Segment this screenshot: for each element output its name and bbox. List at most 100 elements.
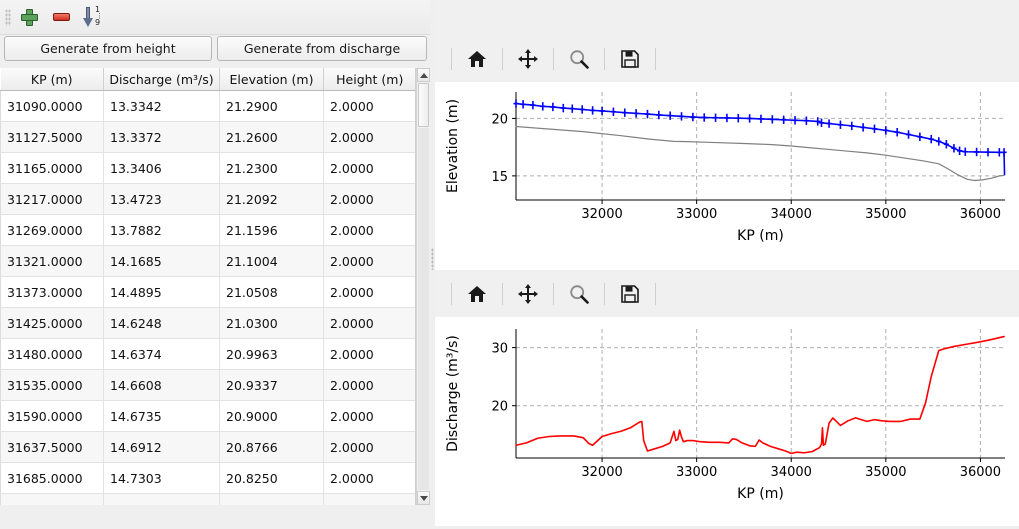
table-cell[interactable]: 2.0000: [323, 493, 415, 505]
table-cell[interactable]: 31425.0000: [0, 307, 104, 339]
table-cell[interactable]: 2.0000: [323, 121, 415, 153]
toolbar-drag-handle[interactable]: [5, 9, 11, 26]
table-cell[interactable]: 13.7882: [103, 214, 220, 246]
table-cell[interactable]: 31127.5000: [0, 121, 104, 153]
table-cell[interactable]: 31637.5000: [0, 431, 104, 463]
generate-from-height-button[interactable]: Generate from height: [4, 36, 212, 61]
table-cell[interactable]: 21.0300: [219, 307, 324, 339]
save-icon[interactable]: [613, 279, 647, 309]
pan-icon[interactable]: [511, 279, 545, 309]
table-cell[interactable]: 2.0000: [323, 307, 415, 339]
table-row[interactable]: 31637.5000 14.6912 20.8766 2.0000: [0, 431, 415, 463]
column-header-height[interactable]: Height (m): [323, 68, 415, 91]
table-cell[interactable]: 31590.0000: [0, 400, 104, 432]
panel-splitter[interactable]: [430, 0, 435, 526]
table-cell[interactable]: 2.0000: [323, 90, 415, 122]
table-row[interactable]: 31373.0000 14.4895 21.0508 2.0000: [0, 276, 415, 308]
table-cell[interactable]: 31373.0000: [0, 276, 104, 308]
table-cell[interactable]: 31090.0000: [0, 90, 104, 122]
table-cell[interactable]: 13.4723: [103, 183, 220, 215]
scroll-up-button[interactable]: [417, 68, 430, 82]
table-cell[interactable]: 2.0000: [323, 462, 415, 494]
table-cell[interactable]: 20.7734: [219, 493, 324, 505]
table-cell[interactable]: 20.9963: [219, 338, 324, 370]
table-row[interactable]: 31685.0000 14.7303 20.8250 2.0000: [0, 462, 415, 494]
table-cell[interactable]: 2.0000: [323, 400, 415, 432]
table-cell[interactable]: 20.9337: [219, 369, 324, 401]
table-cell[interactable]: 14.6374: [103, 338, 220, 370]
table-cell[interactable]: 20.8250: [219, 462, 324, 494]
table-row[interactable]: 31535.0000 14.6608 20.9337 2.0000: [0, 369, 415, 401]
table-row[interactable]: 31425.0000 14.6248 21.0300 2.0000: [0, 307, 415, 339]
table-row[interactable]: 31090.0000 13.3342 21.2900 2.0000: [0, 90, 415, 122]
zoom-icon[interactable]: [562, 44, 596, 74]
table-cell[interactable]: 14.6608: [103, 369, 220, 401]
table-cell[interactable]: 13.3406: [103, 152, 220, 184]
table-cell[interactable]: 2.0000: [323, 183, 415, 215]
table-cell[interactable]: 21.1596: [219, 214, 324, 246]
table-row[interactable]: 31480.0000 14.6374 20.9963 2.0000: [0, 338, 415, 370]
scroll-down-button[interactable]: [417, 491, 430, 505]
table-cell[interactable]: 21.1004: [219, 245, 324, 277]
toolbar-separator: [655, 282, 656, 305]
table-cell[interactable]: 2.0000: [323, 276, 415, 308]
table-cell[interactable]: 21.2300: [219, 152, 324, 184]
table-cell[interactable]: 21.2900: [219, 90, 324, 122]
zoom-icon[interactable]: [562, 279, 596, 309]
pan-icon[interactable]: [511, 44, 545, 74]
toolbar-separator: [553, 47, 554, 70]
scrollbar-thumb[interactable]: [418, 83, 429, 127]
data-table-viewport[interactable]: KP (m) Discharge (m³/s) Elevation (m) He…: [0, 68, 416, 505]
home-icon[interactable]: [460, 279, 494, 309]
table-cell[interactable]: 14.6735: [103, 400, 220, 432]
table-cell[interactable]: 2.0000: [323, 214, 415, 246]
scrollbar-track[interactable]: [418, 128, 429, 490]
table-cell[interactable]: 2.0000: [323, 338, 415, 370]
discharge-chart-canvas[interactable]: 32000 33000 34000 35000 36000 20 30 KP (m) Disch…: [435, 317, 1019, 526]
table-cell[interactable]: 31321.0000: [0, 245, 104, 277]
table-cell[interactable]: 31480.0000: [0, 338, 104, 370]
table-cell[interactable]: 13.3342: [103, 90, 220, 122]
table-cell[interactable]: 20.8766: [219, 431, 324, 463]
table-row[interactable]: 31127.5000 13.3372 21.2600 2.0000: [0, 121, 415, 153]
table-cell[interactable]: 14.1685: [103, 245, 220, 277]
table-row[interactable]: 31321.0000 14.1685 21.1004 2.0000: [0, 245, 415, 277]
table-cell[interactable]: 31217.0000: [0, 183, 104, 215]
table-cell[interactable]: 31165.0000: [0, 152, 104, 184]
table-cell[interactable]: 2.0000: [323, 152, 415, 184]
table-cell[interactable]: 13.3372: [103, 121, 220, 153]
table-cell[interactable]: 31732.5000: [0, 493, 104, 505]
delete-row-button[interactable]: [47, 4, 75, 30]
table-cell[interactable]: 21.2600: [219, 121, 324, 153]
table-row[interactable]: 31217.0000 13.4723 21.2092 2.0000: [0, 183, 415, 215]
sort-descending-button[interactable]: 1 ⋮ 9: [79, 4, 107, 30]
column-header-kp[interactable]: KP (m): [0, 68, 104, 91]
table-vertical-scrollbar[interactable]: [416, 68, 430, 505]
home-icon[interactable]: [460, 44, 494, 74]
table-cell[interactable]: 14.6248: [103, 307, 220, 339]
table-cell[interactable]: 31535.0000: [0, 369, 104, 401]
table-cell[interactable]: 2.0000: [323, 245, 415, 277]
add-row-button[interactable]: [15, 4, 43, 30]
table-cell[interactable]: 14.6912: [103, 431, 220, 463]
table-cell[interactable]: 21.2092: [219, 183, 324, 215]
table-row[interactable]: 31590.0000 14.6735 20.9000 2.0000: [0, 400, 415, 432]
table-cell[interactable]: 2.0000: [323, 431, 415, 463]
table-cell[interactable]: 14.7303: [103, 462, 220, 494]
table-cell[interactable]: 14.7695: [103, 493, 220, 505]
discharge-chart-panel: 32000 33000 34000 35000 36000 20 30 KP (m) Disch…: [435, 265, 1019, 526]
table-row[interactable]: 31165.0000 13.3406 21.2300 2.0000: [0, 152, 415, 184]
column-header-elevation[interactable]: Elevation (m): [219, 68, 324, 91]
column-header-discharge[interactable]: Discharge (m³/s): [103, 68, 220, 91]
table-cell[interactable]: 31685.0000: [0, 462, 104, 494]
table-row[interactable]: 31269.0000 13.7882 21.1596 2.0000: [0, 214, 415, 246]
table-cell[interactable]: 31269.0000: [0, 214, 104, 246]
generate-from-discharge-button[interactable]: Generate from discharge: [217, 36, 427, 61]
save-icon[interactable]: [613, 44, 647, 74]
elevation-chart-canvas[interactable]: 32000 33000 34000 35000 36000 15 20 KP (m) Eleva…: [435, 82, 1019, 262]
table-cell[interactable]: 21.0508: [219, 276, 324, 308]
table-cell[interactable]: 20.9000: [219, 400, 324, 432]
table-cell[interactable]: 2.0000: [323, 369, 415, 401]
table-cell[interactable]: 14.4895: [103, 276, 220, 308]
